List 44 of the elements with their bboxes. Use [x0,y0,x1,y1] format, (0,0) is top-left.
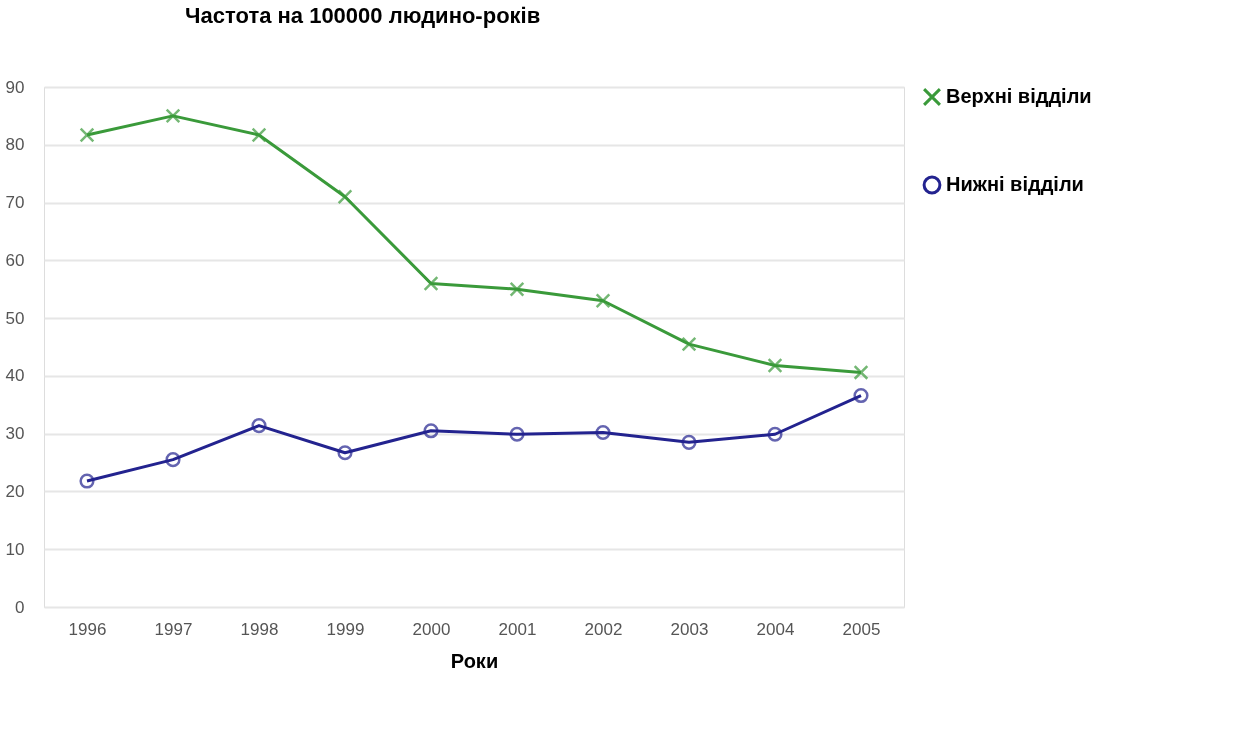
point [337,189,353,205]
y-tick-label: 10 [5,539,25,559]
x-tick-label: 1996 [68,619,107,639]
point [337,445,353,461]
point [767,426,783,442]
x-tick-label: 2002 [584,619,623,639]
x-tick-label: 2003 [670,619,709,639]
y-tick-label: 40 [5,366,25,386]
x-tick-label: 1998 [240,619,279,639]
point [767,357,783,374]
point [251,418,267,434]
x-tick-label: 2004 [756,619,795,639]
point [423,423,439,439]
chart-title: Частота на 100000 людино-років [185,3,541,28]
legend-label: Верхні відділи [946,85,1092,107]
x-tick-label: 1999 [326,619,365,639]
x-tick-label: 2001 [498,619,537,639]
y-tick-label: 0 [15,597,25,617]
point [853,387,869,404]
point [165,108,181,124]
point [595,424,611,441]
point [423,275,439,292]
point [509,281,525,297]
point [79,127,95,143]
point [509,426,525,442]
y-tick-label: 50 [5,308,25,328]
y-tick-label: 70 [5,193,25,213]
x-tick-label: 2000 [412,619,451,639]
y-tick-label: 20 [5,481,25,501]
y-tick-label: 60 [5,250,25,270]
point [165,452,181,468]
y-tick-label: 80 [5,135,25,155]
point [251,127,267,143]
point [681,336,697,352]
point [79,473,95,489]
point [681,434,697,450]
x-tick-label: 2005 [842,619,881,639]
y-tick-label: 30 [5,424,25,444]
point [853,364,869,380]
x-tick-label: 1997 [154,619,193,639]
point [595,293,611,309]
x-axis-title: Роки [450,649,499,672]
legend-label: Нижні відділи [946,173,1084,195]
y-tick-label: 90 [5,77,25,97]
